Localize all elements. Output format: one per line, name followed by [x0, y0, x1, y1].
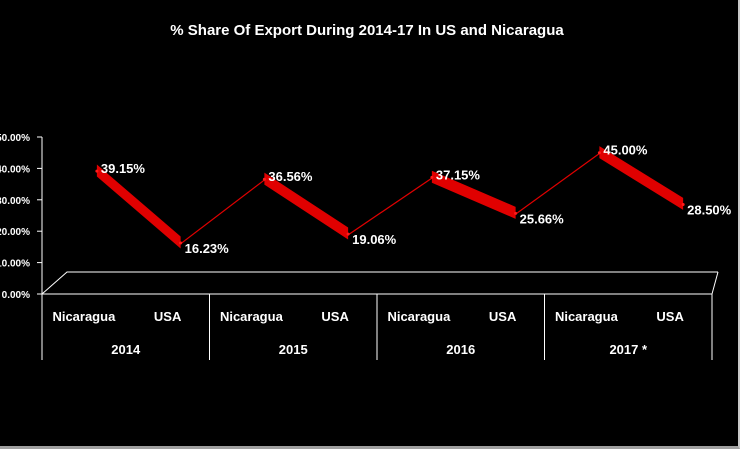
y-tick-label: 0.00% [2, 290, 30, 301]
category-axis-layer: 2014 2015 2016 2017 * Nicaragua USA Nicaragua U… [41, 294, 713, 360]
ribbon-segment [96, 164, 181, 249]
data-point [262, 177, 266, 181]
data-label: 45.00% [603, 143, 648, 158]
data-point [95, 169, 99, 173]
group-label: 2014 [111, 342, 141, 357]
y-tick-label: 20.00% [0, 227, 30, 238]
data-point [597, 151, 601, 155]
category-label: USA [489, 309, 517, 324]
chart-title: % Share Of Export During 2014-17 In US a… [170, 22, 564, 39]
y-tick-label: 10.00% [0, 259, 30, 270]
data-point [179, 241, 183, 245]
category-label: Nicaragua [220, 309, 284, 324]
group-label: 2015 [279, 342, 308, 357]
category-label: Nicaragua [387, 309, 451, 324]
y-tick-label: 30.00% [0, 196, 30, 207]
ribbon-layer [95, 146, 685, 249]
category-label: USA [656, 309, 684, 324]
group-label: 2017 * [609, 342, 648, 357]
data-label: 37.15% [436, 167, 481, 182]
category-label: Nicaragua [52, 309, 116, 324]
floor-back-edge [41, 271, 718, 295]
data-label: 19.06% [352, 232, 397, 247]
category-label: USA [154, 309, 182, 324]
data-point [514, 211, 518, 215]
ribbon-segment [180, 179, 265, 245]
y-tick-label: 50.00% [0, 133, 30, 144]
data-label: 36.56% [268, 169, 313, 184]
data-label: 39.15% [101, 161, 146, 176]
group-label: 2016 [446, 342, 475, 357]
ribbon-segment [599, 146, 684, 210]
axis-layer: 0.00% 10.00% 20.00% 30.00% 40.00% 50.00% [0, 133, 719, 301]
ribbon-segment [515, 152, 600, 215]
ribbon-segment [348, 177, 432, 236]
floor-right-edge [711, 271, 719, 295]
category-label: USA [321, 309, 349, 324]
data-label: 16.23% [185, 241, 230, 256]
data-label: 28.50% [687, 203, 732, 218]
data-label-layer: 39.15% 16.23% 36.56% 19.06% 37.15% 25.66% 45.0… [101, 143, 732, 256]
data-point [430, 175, 434, 179]
ribbon-segment [431, 170, 516, 219]
y-tick-label: 40.00% [0, 164, 30, 175]
ribbon-segment [264, 172, 349, 240]
category-label: Nicaragua [555, 309, 619, 324]
data-label: 25.66% [520, 211, 565, 226]
data-point [346, 232, 350, 236]
data-point [681, 203, 685, 207]
